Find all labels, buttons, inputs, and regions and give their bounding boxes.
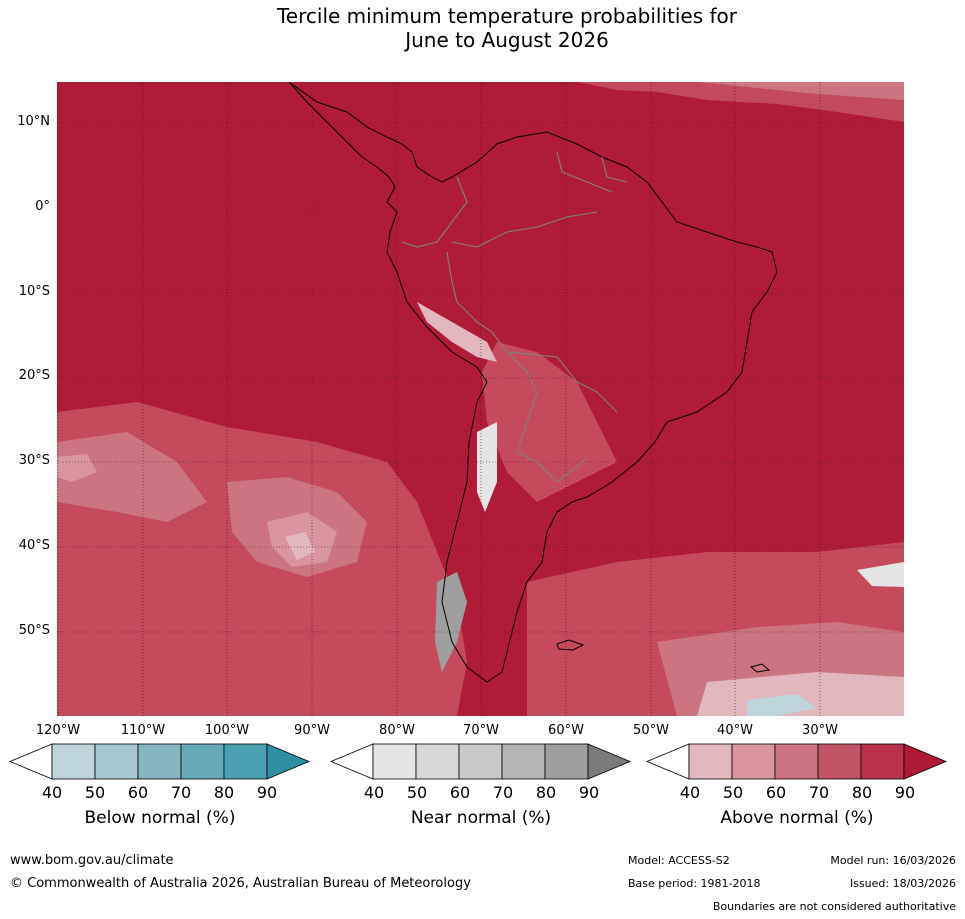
issued-date: Issued: 18/03/2026 xyxy=(849,877,956,890)
lon-label-90w: 90°W xyxy=(294,723,330,738)
pacific-patch-e xyxy=(57,454,97,482)
andes-patch xyxy=(417,302,497,362)
colorbar-segment xyxy=(544,743,589,780)
below-tick: 90 xyxy=(256,783,278,802)
above-normal-label: Above normal (%) xyxy=(720,808,874,828)
above-tick: 50 xyxy=(722,783,744,802)
below-tick: 50 xyxy=(84,783,106,802)
andes-near-normal xyxy=(477,422,497,512)
lat-label-0: 0° xyxy=(35,199,50,214)
above-tick: 90 xyxy=(894,783,916,802)
copyright: © Commonwealth of Australia 2026, Austra… xyxy=(10,876,471,891)
colorbar-segment xyxy=(688,743,733,780)
lat-label-40s: 40°S xyxy=(18,538,50,553)
colorbar-segment xyxy=(860,743,905,780)
colorbar-segment xyxy=(372,743,417,780)
lon-label-120w: 120°W xyxy=(35,723,81,738)
colorbar-extend-low xyxy=(645,743,690,780)
colorbar-segment xyxy=(180,743,225,780)
below-tick: 80 xyxy=(213,783,235,802)
lat-label-50s: 50°S xyxy=(18,623,50,638)
colorbar-extend-high xyxy=(266,743,311,780)
lon-label-40w: 40°W xyxy=(717,723,753,738)
above-tick: 70 xyxy=(808,783,830,802)
above-tick: 60 xyxy=(765,783,787,802)
colorbar-segment xyxy=(458,743,503,780)
near-tick: 50 xyxy=(406,783,428,802)
country-borders xyxy=(401,151,628,483)
near-tick: 90 xyxy=(578,783,600,802)
colorbar-extend-low xyxy=(329,743,374,780)
colorbar-segment xyxy=(817,743,862,780)
colorbar-segment xyxy=(501,743,546,780)
colorbar-extend-high xyxy=(903,743,948,780)
near-tick: 70 xyxy=(492,783,514,802)
below-normal-colorbar xyxy=(8,743,311,780)
colorbar-extend-high xyxy=(587,743,632,780)
near-normal-patch xyxy=(857,562,904,587)
below-tick: 60 xyxy=(127,783,149,802)
lat-label-30s: 30°S xyxy=(18,453,50,468)
above-tick: 80 xyxy=(851,783,873,802)
base-period: Base period: 1981-2018 xyxy=(628,877,761,890)
graticule xyxy=(57,82,904,716)
title-line-2: June to August 2026 xyxy=(405,28,609,52)
model-run: Model run: 16/03/2026 xyxy=(830,854,956,867)
lon-label-70w: 70°W xyxy=(463,723,499,738)
lat-label-20s: 20°S xyxy=(18,368,50,383)
below-normal-label: Below normal (%) xyxy=(84,808,236,828)
lat-label-10s: 10°S xyxy=(18,284,50,299)
model-name: Model: ACCESS-S2 xyxy=(628,854,730,867)
lat-label-10n: 10°N xyxy=(17,114,50,129)
lon-label-30w: 30°W xyxy=(802,723,838,738)
below-normal-patch xyxy=(747,694,817,716)
colorbar-segment xyxy=(137,743,182,780)
website-link[interactable]: www.bom.gov.au/climate xyxy=(10,853,174,868)
above-tick: 40 xyxy=(679,783,701,802)
probability-map xyxy=(57,82,904,716)
pacific-patch-a xyxy=(57,432,207,522)
below-tick: 70 xyxy=(170,783,192,802)
pacific-patch-d xyxy=(285,532,315,560)
above-normal-colorbar xyxy=(645,743,948,780)
colorbar-segment xyxy=(94,743,139,780)
lon-label-50w: 50°W xyxy=(633,723,669,738)
disclaimer: Boundaries are not considered authoritat… xyxy=(712,900,956,913)
colorbar-extend-low xyxy=(8,743,53,780)
lon-label-100w: 100°W xyxy=(204,723,250,738)
title-line-1: Tercile minimum temperature probabilitie… xyxy=(276,4,738,28)
colorbar-segment xyxy=(774,743,819,780)
map-title: Tercile minimum temperature probabilitie… xyxy=(0,4,965,52)
colorbar-segment xyxy=(731,743,776,780)
lon-label-80w: 80°W xyxy=(379,723,415,738)
lon-label-60w: 60°W xyxy=(548,723,584,738)
ne-ocean-light xyxy=(697,82,904,100)
below-tick: 40 xyxy=(41,783,63,802)
colorbar-segment xyxy=(223,743,268,780)
near-normal-label: Near normal (%) xyxy=(410,808,552,828)
colorbar-segment xyxy=(415,743,460,780)
land-patch-a xyxy=(482,342,617,502)
lon-label-110w: 110°W xyxy=(120,723,166,738)
south-georgia xyxy=(749,663,771,673)
near-tick: 40 xyxy=(363,783,385,802)
near-tick: 80 xyxy=(535,783,557,802)
falkland-islands xyxy=(556,639,585,651)
near-normal-colorbar xyxy=(329,743,632,780)
south-america-coastline xyxy=(288,82,778,683)
colorbar-segment xyxy=(51,743,96,780)
near-tick: 60 xyxy=(449,783,471,802)
